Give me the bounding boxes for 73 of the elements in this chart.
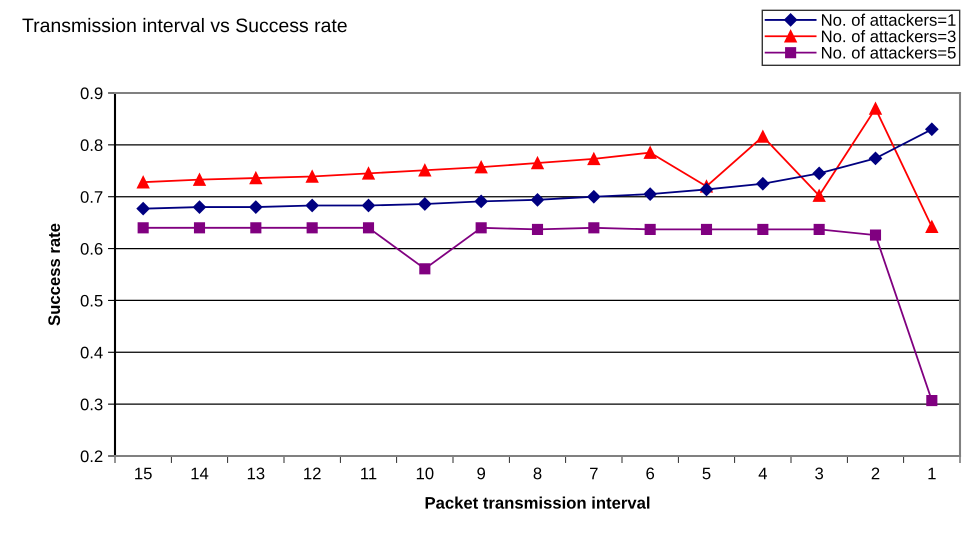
point bbox=[192, 200, 206, 214]
point bbox=[476, 222, 487, 234]
legend-label: No. of attackers=1 bbox=[822, 14, 956, 26]
y-axis-title: Success rate bbox=[48, 224, 60, 326]
point bbox=[587, 190, 600, 204]
x-tick-label: 4 bbox=[758, 468, 767, 480]
x-tick-label: 2 bbox=[872, 468, 880, 480]
point bbox=[812, 166, 826, 180]
point bbox=[136, 176, 150, 188]
point bbox=[194, 222, 206, 234]
point bbox=[250, 222, 262, 234]
point bbox=[250, 172, 262, 184]
point bbox=[474, 194, 488, 208]
point bbox=[644, 188, 657, 201]
x-tick-label: 6 bbox=[646, 468, 654, 480]
point bbox=[193, 173, 206, 186]
point bbox=[868, 152, 882, 165]
y-tick-label: 0.9 bbox=[80, 87, 102, 100]
point bbox=[926, 220, 938, 234]
x-tick-label: 1 bbox=[928, 468, 936, 480]
x-tick-label: 11 bbox=[361, 468, 376, 480]
point bbox=[138, 222, 149, 234]
point bbox=[588, 222, 600, 234]
point bbox=[812, 189, 826, 202]
y-tick-label: 0.6 bbox=[80, 242, 102, 255]
point bbox=[869, 102, 882, 115]
x-tick-label: 15 bbox=[135, 468, 152, 480]
legend-label: No. of attackers=3 bbox=[822, 30, 956, 42]
point bbox=[418, 197, 432, 211]
x-tick-label: 5 bbox=[702, 468, 710, 480]
point bbox=[419, 263, 430, 274]
x-axis-title: Packet transmission interval bbox=[426, 496, 650, 509]
x-tick-label: 13 bbox=[248, 468, 264, 480]
point bbox=[418, 164, 432, 177]
x-tick-label: 9 bbox=[477, 468, 486, 480]
point bbox=[926, 394, 938, 406]
point bbox=[644, 146, 656, 159]
x-tick-label: 12 bbox=[304, 468, 321, 480]
y-tick-label: 0.2 bbox=[80, 450, 102, 462]
x-tick-label: 7 bbox=[590, 468, 598, 480]
y-tick-label: 0.5 bbox=[80, 294, 102, 307]
y-tick-label: 0.7 bbox=[80, 191, 102, 203]
point bbox=[756, 177, 770, 190]
y-tick-label: 0.8 bbox=[80, 139, 102, 152]
point bbox=[249, 200, 262, 214]
point bbox=[306, 170, 318, 183]
point bbox=[700, 182, 714, 196]
point bbox=[644, 224, 656, 235]
chart-title: Transmission interval vs Success rate bbox=[22, 18, 347, 32]
point bbox=[532, 224, 544, 235]
y-tick-label: 0.3 bbox=[80, 398, 102, 410]
point bbox=[814, 224, 825, 235]
point bbox=[588, 152, 600, 166]
point bbox=[700, 224, 712, 235]
legend-label: No. of attackers=5 bbox=[822, 46, 956, 59]
point bbox=[531, 156, 544, 170]
x-tick-label: 3 bbox=[815, 468, 824, 480]
point bbox=[925, 122, 938, 136]
point bbox=[530, 193, 544, 206]
point bbox=[362, 167, 375, 180]
point bbox=[474, 160, 488, 174]
x-tick-label: 14 bbox=[192, 468, 208, 480]
point bbox=[756, 130, 770, 143]
x-tick-label: 8 bbox=[534, 468, 542, 480]
y-tick-label: 0.4 bbox=[80, 346, 103, 358]
point bbox=[136, 202, 150, 216]
x-tick-label: 10 bbox=[416, 468, 434, 480]
point bbox=[306, 222, 318, 234]
point bbox=[870, 230, 882, 241]
point bbox=[362, 222, 374, 234]
point bbox=[757, 224, 768, 235]
point bbox=[362, 198, 376, 212]
point bbox=[306, 198, 319, 212]
